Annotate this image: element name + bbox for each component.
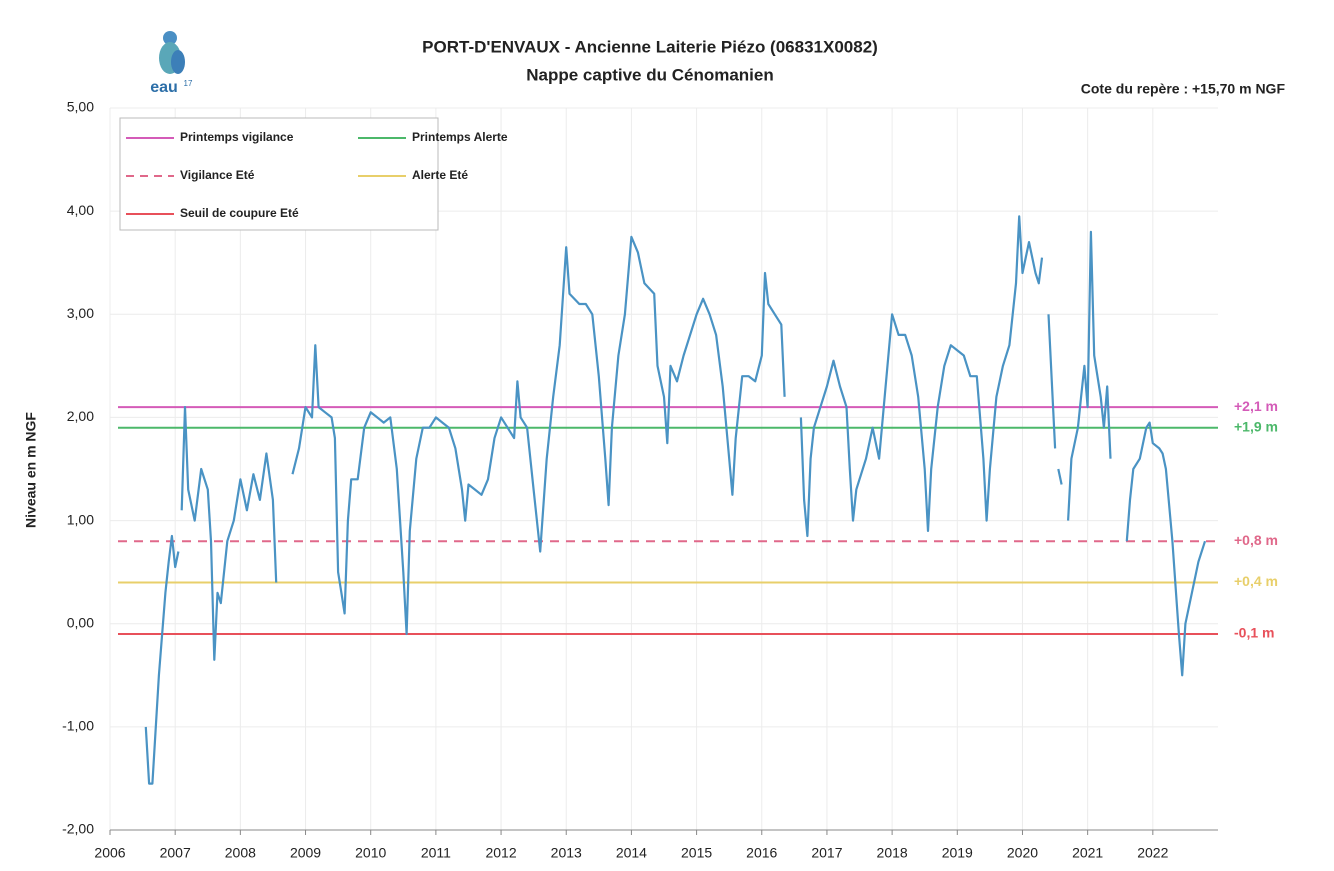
x-tick-label: 2021 xyxy=(1072,845,1103,861)
legend-label: Vigilance Eté xyxy=(180,168,255,182)
y-tick-label: -1,00 xyxy=(62,718,94,734)
y-tick-label: 3,00 xyxy=(67,305,94,321)
y-tick-label: 4,00 xyxy=(67,202,94,218)
threshold-label: +0,8 m xyxy=(1234,532,1278,548)
logo: eau 17 xyxy=(150,31,193,96)
x-tick-label: 2007 xyxy=(160,845,191,861)
x-tick-label: 2010 xyxy=(355,845,386,861)
y-tick-label: 2,00 xyxy=(67,408,94,424)
y-tick-label: 1,00 xyxy=(67,511,94,527)
x-tick-label: 2020 xyxy=(1007,845,1038,861)
x-tick-label: 2011 xyxy=(421,845,451,861)
legend-label: Printemps vigilance xyxy=(180,130,294,144)
x-tick-label: 2022 xyxy=(1137,845,1168,861)
logo-text: eau xyxy=(150,79,178,96)
x-tick-label: 2016 xyxy=(746,845,777,861)
legend: Printemps vigilance Printemps Alerte Vigil… xyxy=(119,117,508,231)
y-tick-label: 5,00 xyxy=(67,99,94,115)
threshold-label: +1,9 m xyxy=(1234,418,1278,434)
legend-box xyxy=(119,117,439,231)
x-tick-label: 2014 xyxy=(616,845,647,861)
legend-label: Printemps Alerte xyxy=(412,130,508,144)
logo-sup: 17 xyxy=(184,79,193,88)
chart-subtitle: Nappe captive du Cénomanien xyxy=(526,65,774,84)
x-tick-label: 2006 xyxy=(94,845,125,861)
x-tick-label: 2012 xyxy=(485,845,516,861)
y-tick-label: 0,00 xyxy=(67,614,94,630)
legend-label: Seuil de coupure Eté xyxy=(180,206,299,220)
x-tick-label: 2017 xyxy=(811,845,842,861)
x-tick-label: 2015 xyxy=(681,845,712,861)
x-tick-label: 2013 xyxy=(551,845,582,861)
logo-shape xyxy=(163,31,177,45)
legend-label: Alerte Eté xyxy=(412,168,468,182)
chart-title: PORT-D'ENVAUX - Ancienne Laiterie Piézo … xyxy=(422,37,878,56)
threshold-label: +2,1 m xyxy=(1234,398,1278,414)
logo-shape xyxy=(171,50,185,74)
x-tick-label: 2018 xyxy=(877,845,908,861)
data-line xyxy=(144,215,1207,785)
x-tick-label: 2019 xyxy=(942,845,973,861)
threshold-label: +0,4 m xyxy=(1234,573,1278,589)
y-axis-label: Niveau en m NGF xyxy=(23,412,39,528)
threshold-label: -0,1 m xyxy=(1234,625,1274,641)
annotation: Cote du repère : +15,70 m NGF xyxy=(1081,81,1286,97)
y-tick-label: -2,00 xyxy=(62,821,94,837)
x-tick-label: 2009 xyxy=(290,845,321,861)
x-tick-label: 2008 xyxy=(225,845,256,861)
